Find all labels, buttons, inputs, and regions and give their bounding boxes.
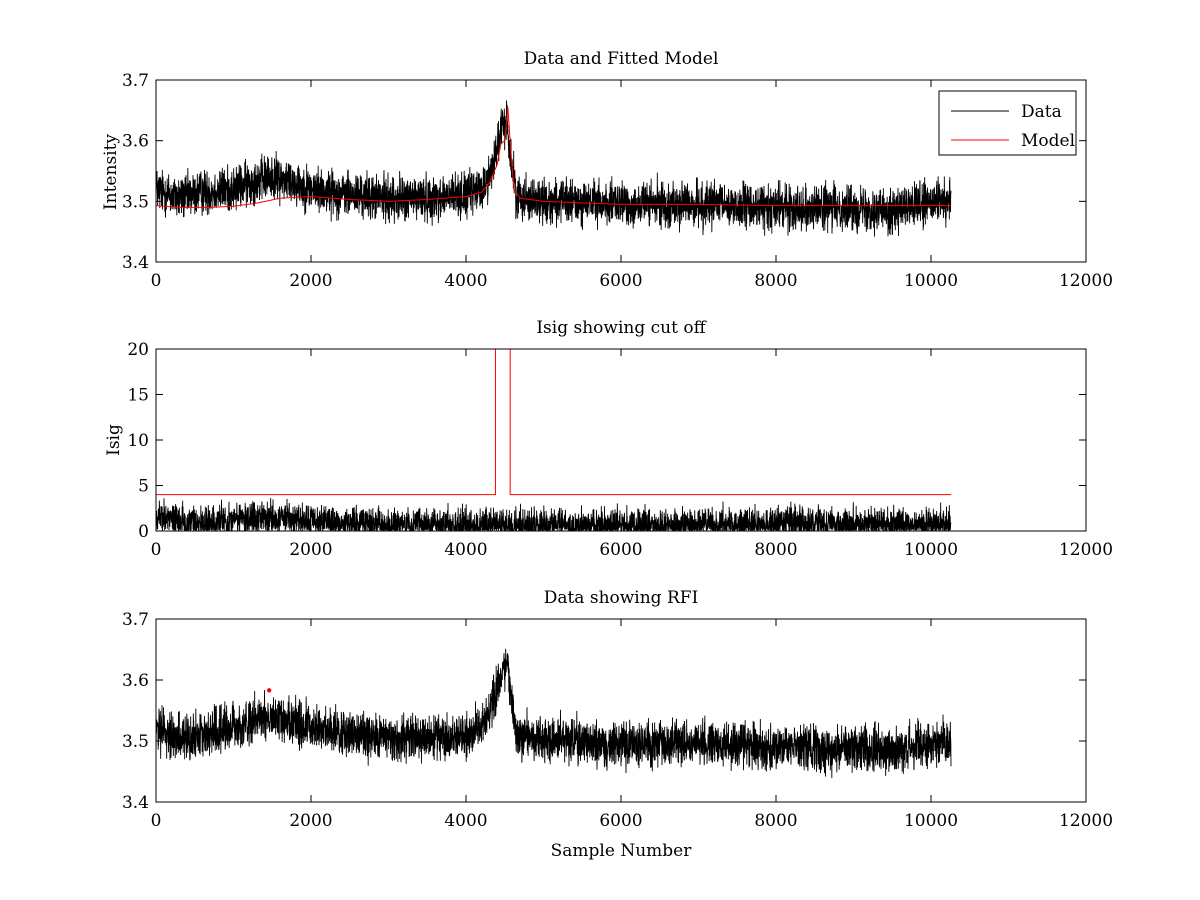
y-tick-label: 3.7: [122, 610, 149, 630]
plot-area: 0 2000 4000 6000 8000 10000 12000 0 5 10 15 20: [127, 340, 1113, 560]
y-tick-label: 15: [127, 386, 149, 406]
panel-data-and-fitted-model: Data and Fitted Model Intensity 0 2000 400…: [101, 49, 1113, 291]
x-tick-label: 8000: [754, 540, 797, 560]
y-tick-label: 10: [127, 431, 149, 451]
series-isig-line: [156, 498, 952, 531]
chart-title: Data and Fitted Model: [524, 49, 719, 69]
legend-label-data: Data: [1021, 102, 1062, 122]
y-tick-label: 0: [138, 522, 149, 542]
x-tick-label: 12000: [1059, 540, 1113, 560]
x-tick-label: 8000: [754, 271, 797, 291]
y-tick-label: 3.6: [122, 671, 149, 691]
panel-data-showing-rfi: Data showing RFI Sample Number 0 2000 4000…: [122, 588, 1113, 861]
x-tick-label: 12000: [1059, 271, 1113, 291]
x-tick-label: 0: [151, 811, 162, 831]
legend-box: [938, 90, 1077, 156]
x-tick-label: 2000: [289, 811, 332, 831]
series-cut-off-line: [156, 349, 952, 496]
x-tick-label: 6000: [599, 271, 642, 291]
y-tick-label: 20: [127, 340, 149, 360]
x-tick-label: 8000: [754, 811, 797, 831]
x-tick-label: 4000: [444, 811, 487, 831]
x-tick-label: 0: [151, 271, 162, 291]
series-group: [156, 349, 952, 531]
x-tick-label: 10000: [904, 811, 958, 831]
series-data-line: [156, 648, 952, 779]
series-model-line: [156, 107, 952, 208]
x-tick-label: 4000: [444, 540, 487, 560]
x-tick-label: 4000: [444, 271, 487, 291]
plot-area: 0 2000 4000 6000 8000 10000 12000 3.4 3.5 3.6 3.7 D…: [122, 71, 1113, 291]
x-tick-label: 6000: [599, 540, 642, 560]
y-tick-label: 3.5: [122, 192, 149, 212]
x-tick-label: 10000: [904, 271, 958, 291]
series-group: [156, 100, 952, 237]
series-rfi-point: [266, 688, 272, 693]
y-tick-label: 5: [138, 477, 149, 497]
y-tick-label: 3.6: [122, 132, 149, 152]
y-tick-label: 3.7: [122, 71, 149, 91]
panel-isig-showing-cut-off: Isig showing cut off Isig 0 2000 4000 6000 8…: [104, 318, 1113, 560]
y-axis-label: Intensity: [101, 134, 121, 210]
y-tick-label: 3.5: [122, 732, 149, 752]
y-tick-label: 3.4: [122, 253, 149, 273]
chart-title: Isig showing cut off: [536, 318, 707, 338]
series-data-line: [156, 100, 952, 237]
x-tick-label: 0: [151, 540, 162, 560]
y-tick-label: 3.4: [122, 793, 149, 813]
legend: Data Model: [938, 90, 1077, 156]
series-group: [156, 648, 952, 779]
x-tick-label: 10000: [904, 540, 958, 560]
plot-area: 0 2000 4000 6000 8000 10000 12000 3.4 3.5 3.6 3.7: [122, 610, 1113, 831]
chart-title: Data showing RFI: [544, 588, 699, 608]
x-tick-label: 12000: [1059, 811, 1113, 831]
x-tick-label: 2000: [289, 540, 332, 560]
y-axis-label: Isig: [104, 424, 124, 456]
x-tick-label: 6000: [599, 811, 642, 831]
legend-label-model: Model: [1021, 131, 1075, 151]
x-axis-label: Sample Number: [551, 841, 693, 861]
x-tick-label: 2000: [289, 271, 332, 291]
